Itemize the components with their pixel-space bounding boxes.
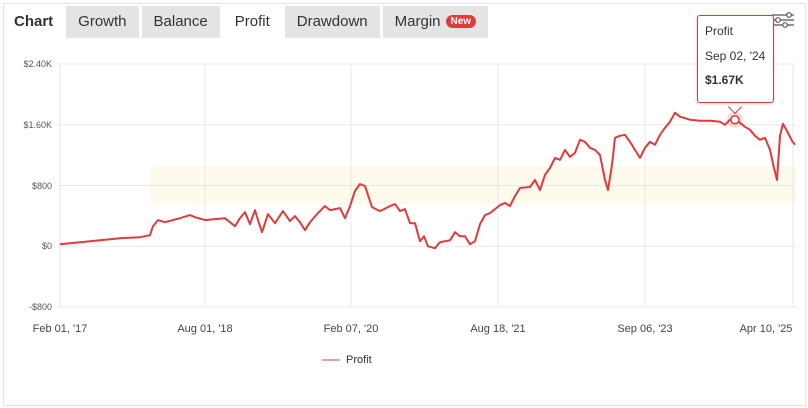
- y-tick-label: $1.60K: [23, 120, 52, 130]
- tab-label: Chart: [14, 13, 54, 30]
- tooltip: Profit Sep 02, '24 $1.67K: [697, 15, 774, 103]
- x-tick-label: Sep 06, '23: [617, 323, 673, 335]
- y-tick-label: -$800: [28, 302, 52, 312]
- tab-bar: Chart Growth Balance Profit Drawdown Mar…: [4, 6, 491, 38]
- tab-label: Margin: [394, 13, 441, 30]
- tooltip-value: $1.67K: [705, 73, 744, 87]
- legend-swatch: [322, 359, 340, 361]
- tab-label: Drawdown: [296, 13, 368, 30]
- x-tick-label: Feb 07, '20: [323, 323, 379, 335]
- chart-panel: [3, 3, 806, 406]
- tooltip-date: Sep 02, '24: [705, 49, 766, 63]
- tooltip-series: Profit: [705, 24, 734, 38]
- legend-label: Profit: [346, 354, 372, 366]
- y-tick-label: $2.40K: [23, 59, 52, 69]
- sliders-icon: [772, 12, 794, 28]
- x-tick-label: Apr 10, '25: [739, 323, 793, 335]
- chart-settings-button[interactable]: [770, 10, 796, 34]
- hover-marker: [730, 114, 740, 125]
- tab-chart[interactable]: Chart: [4, 6, 63, 38]
- tab-growth[interactable]: Growth: [66, 6, 139, 38]
- new-badge: New: [445, 15, 477, 28]
- tab-label: Growth: [78, 13, 127, 30]
- tab-margin[interactable]: Margin New: [382, 6, 489, 38]
- x-tick-label: Aug 01, '18: [177, 323, 233, 335]
- tab-label: Profit: [234, 13, 270, 30]
- tab-label: Balance: [153, 13, 208, 30]
- x-tick-label: Feb 01, '17: [32, 323, 88, 335]
- y-tick-label: $800: [31, 181, 52, 191]
- y-tick-label: $0: [41, 241, 52, 251]
- tab-balance[interactable]: Balance: [141, 6, 220, 38]
- legend-item-profit[interactable]: Profit: [322, 354, 372, 366]
- profit-series-line[interactable]: [59, 111, 796, 250]
- tab-profit[interactable]: Profit: [222, 6, 282, 38]
- x-tick-label: Aug 18, '21: [470, 323, 526, 335]
- tab-drawdown[interactable]: Drawdown: [284, 6, 380, 38]
